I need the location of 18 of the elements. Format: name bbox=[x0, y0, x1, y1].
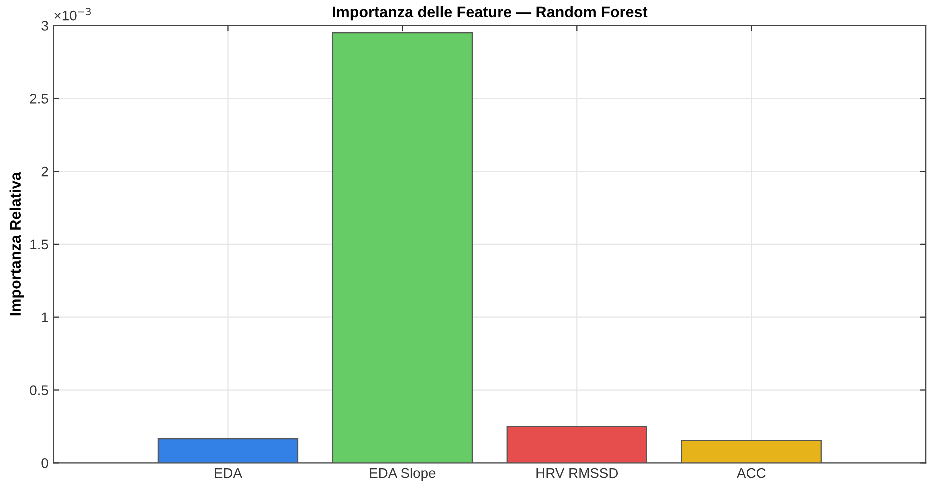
bar bbox=[158, 438, 299, 464]
y-tick-label: 1 bbox=[42, 312, 48, 322]
text: ×10$^{−3}$ bbox=[54, 8, 92, 21]
y-tick-label: 1.5 bbox=[30, 240, 48, 250]
y-tick-label: 3 bbox=[42, 21, 48, 31]
x-tick-label: EDA Slope bbox=[370, 468, 436, 481]
y-tick-label: 0.5 bbox=[30, 386, 48, 396]
bar bbox=[332, 32, 474, 464]
y-tick-label: 0 bbox=[42, 458, 48, 468]
x-tick-label: ACC bbox=[736, 468, 766, 478]
chart-title: Importanza delle Feature — Random Forest bbox=[333, 6, 648, 21]
x-tick-label: HRV RMSSD bbox=[536, 468, 618, 478]
x-tick-label: EDA bbox=[215, 468, 242, 478]
y-axis-title: Importanza Relativa bbox=[10, 172, 24, 316]
bar bbox=[681, 440, 822, 464]
y-tick-label: 2.5 bbox=[30, 94, 48, 104]
bar bbox=[506, 426, 648, 464]
y-tick-label: 2 bbox=[42, 166, 48, 177]
